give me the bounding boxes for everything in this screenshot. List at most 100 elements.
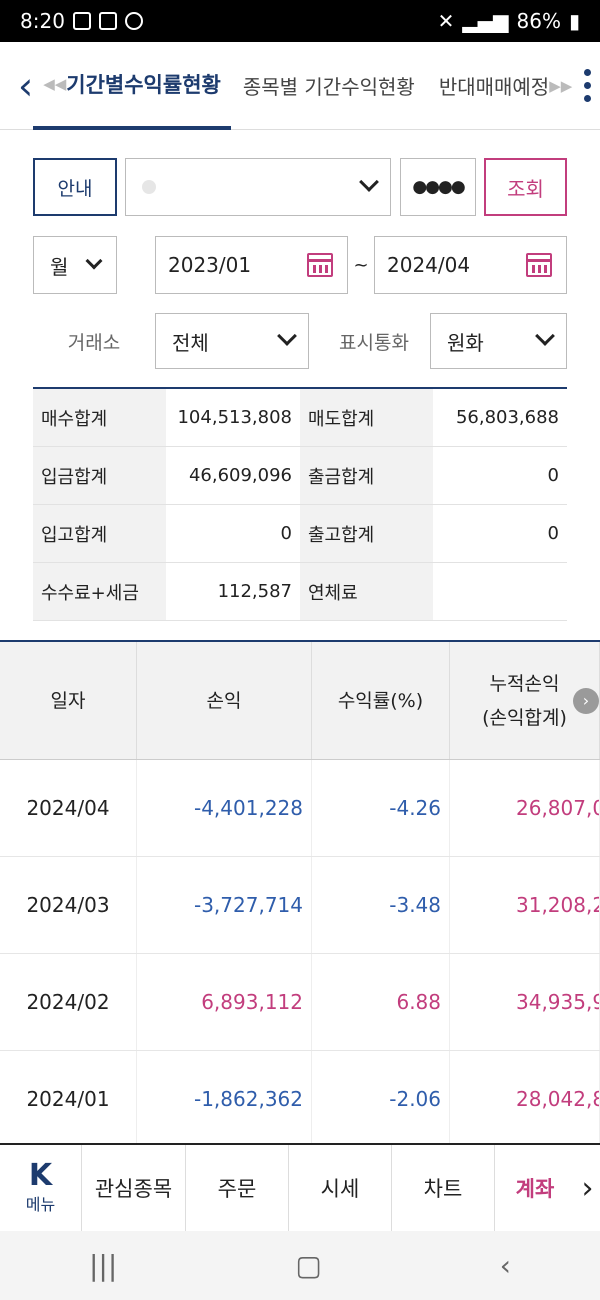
header-pl: 손익 — [137, 642, 312, 759]
scroll-right-icon: ▶▶ — [549, 76, 573, 95]
cell-pl: -3,727,714 — [137, 857, 312, 953]
tab-period-return[interactable]: ◀◀ 기간별수익률현황 — [33, 42, 231, 130]
cell-cum: 28,042,83 — [450, 1051, 600, 1147]
nav-chart[interactable]: 차트 — [392, 1145, 495, 1231]
cell-rate: 6.88 — [312, 954, 450, 1050]
home-icon[interactable]: ▢ — [295, 1249, 322, 1282]
query-label: 조회 — [507, 176, 544, 201]
system-nav-bar: ||| ▢ ‹ — [0, 1231, 600, 1300]
results-table: 일자 손익 수익률(%) 누적손익 (손익합계) › 2024/04 -4,40… — [0, 642, 600, 1148]
query-button[interactable]: 조회 — [484, 158, 567, 216]
section-divider — [0, 640, 600, 642]
summary-value: 0 — [547, 523, 559, 544]
account-masked — [142, 180, 156, 194]
cell-cum: 26,807,00 — [450, 760, 600, 856]
summary-label: 입고합계 — [33, 505, 166, 562]
nav-scroll-right-icon[interactable]: › — [581, 1170, 594, 1206]
app-icon — [124, 12, 143, 30]
menu-button[interactable]: K 메뉴 — [0, 1145, 82, 1231]
next-column-icon[interactable]: › — [573, 687, 599, 714]
summary-row: 수수료+세금 112,587 연체료 — [33, 563, 567, 621]
nav-order[interactable]: 주문 — [186, 1145, 289, 1231]
summary-table: 매수합계 104,513,808 매도합계 56,803,688 입금합계 46… — [33, 387, 567, 621]
header-date: 일자 — [0, 642, 137, 759]
date-from-value: 2023/01 — [168, 253, 252, 277]
cell-date: 2024/03 — [0, 857, 137, 953]
header-cumulative: 누적손익 (손익합계) › — [450, 642, 600, 759]
back-arrow-icon[interactable]: ‹ — [18, 63, 34, 108]
currency-select[interactable]: 원화 — [430, 313, 567, 369]
cell-rate: -2.06 — [312, 1051, 450, 1147]
summary-value: 56,803,688 — [455, 407, 559, 428]
calendar-icon[interactable] — [307, 253, 333, 277]
summary-label: 매수합계 — [33, 389, 166, 446]
cell-pl: 6,893,112 — [137, 954, 312, 1050]
tab-label: 반대매매예정 — [438, 75, 550, 99]
bottom-nav: K 메뉴 관심종목 주문 시세 차트 계좌 › — [0, 1143, 600, 1231]
summary-label: 입금합계 — [33, 447, 166, 504]
tab-label: 기간별수익률현황 — [66, 72, 221, 97]
summary-label: 매도합계 — [300, 389, 433, 446]
summary-value: 0 — [547, 465, 559, 486]
cell-date: 2024/04 — [0, 760, 137, 856]
summary-label: 수수료+세금 — [33, 563, 166, 620]
date-separator: ~ — [353, 254, 369, 276]
notification-icon — [72, 12, 91, 30]
nav-watchlist[interactable]: 관심종목 — [82, 1145, 186, 1231]
table-row[interactable]: 2024/01 -1,862,362 -2.06 28,042,83 — [0, 1051, 600, 1148]
guide-button[interactable]: 안내 — [33, 158, 117, 216]
exchange-value: 전체 — [172, 330, 209, 355]
cell-pl: -4,401,228 — [137, 760, 312, 856]
mute-icon: ✕ — [437, 9, 455, 33]
header-cum-label: 누적손익 — [489, 672, 560, 695]
tab-forced-sale[interactable]: 반대매매예정 ▶▶ — [427, 42, 584, 130]
guide-label: 안내 — [57, 177, 93, 200]
exchange-label: 거래소 — [67, 331, 121, 354]
chevron-down-icon — [85, 252, 103, 270]
cell-date: 2024/01 — [0, 1051, 137, 1147]
summary-row: 입고합계 0 출고합계 0 — [33, 505, 567, 563]
cell-rate: -4.26 — [312, 760, 450, 856]
status-bar: 8:20 ✕ ▂▄▆ 86% ▮ — [0, 0, 600, 42]
recent-apps-icon[interactable]: ||| — [89, 1249, 118, 1282]
account-select[interactable] — [125, 158, 391, 216]
header-rate: 수익률(%) — [312, 642, 450, 759]
summary-label: 출금합계 — [300, 447, 433, 504]
calendar-icon[interactable] — [526, 253, 552, 277]
nav-account[interactable]: 계좌 — [515, 1177, 555, 1201]
scroll-left-icon: ◀◀ — [43, 74, 67, 93]
header-cum-sub: (손익합계) — [482, 706, 567, 729]
summary-label: 출고합계 — [300, 505, 433, 562]
chevron-down-icon — [359, 172, 379, 192]
system-back-icon[interactable]: ‹ — [499, 1249, 511, 1282]
status-time: 8:20 — [20, 9, 65, 33]
summary-value: 104,513,808 — [177, 407, 292, 428]
table-row[interactable]: 2024/02 6,893,112 6.88 34,935,95 — [0, 954, 600, 1051]
more-menu-icon[interactable] — [584, 42, 592, 130]
currency-value: 원화 — [447, 330, 484, 355]
cell-cum: 34,935,95 — [450, 954, 600, 1050]
period-unit-value: 월 — [50, 254, 69, 279]
signal-icon: ▂▄▆ — [462, 9, 509, 33]
cell-pl: -1,862,362 — [137, 1051, 312, 1147]
table-row[interactable]: 2024/04 -4,401,228 -4.26 26,807,00 — [0, 760, 600, 857]
exchange-select[interactable]: 전체 — [155, 313, 309, 369]
summary-row: 입금합계 46,609,096 출금합계 0 — [33, 447, 567, 505]
cell-rate: -3.48 — [312, 857, 450, 953]
date-to-field[interactable]: 2024/04 — [374, 236, 567, 294]
date-from-field[interactable]: 2023/01 — [155, 236, 348, 294]
table-row[interactable]: 2024/03 -3,727,714 -3.48 31,208,23 — [0, 857, 600, 954]
password-field[interactable]: ●●●● — [400, 158, 476, 216]
tab-stock-period-return[interactable]: 종목별 기간수익현황 — [231, 42, 427, 130]
k-logo-icon: K — [28, 1158, 53, 1193]
battery-icon: ▮ — [568, 9, 580, 33]
table-header: 일자 손익 수익률(%) 누적손익 (손익합계) › — [0, 642, 600, 760]
period-unit-select[interactable]: 월 — [33, 236, 117, 294]
nav-quotes[interactable]: 시세 — [289, 1145, 392, 1231]
tab-label: 종목별 기간수익현황 — [242, 75, 415, 99]
gallery-icon — [98, 12, 117, 30]
cell-date: 2024/02 — [0, 954, 137, 1050]
chevron-down-icon — [535, 326, 555, 346]
top-tab-bar: ‹ ◀◀ 기간별수익률현황 종목별 기간수익현황 반대매매예정 ▶▶ — [0, 42, 600, 130]
password-mask: ●●●● — [412, 177, 465, 197]
